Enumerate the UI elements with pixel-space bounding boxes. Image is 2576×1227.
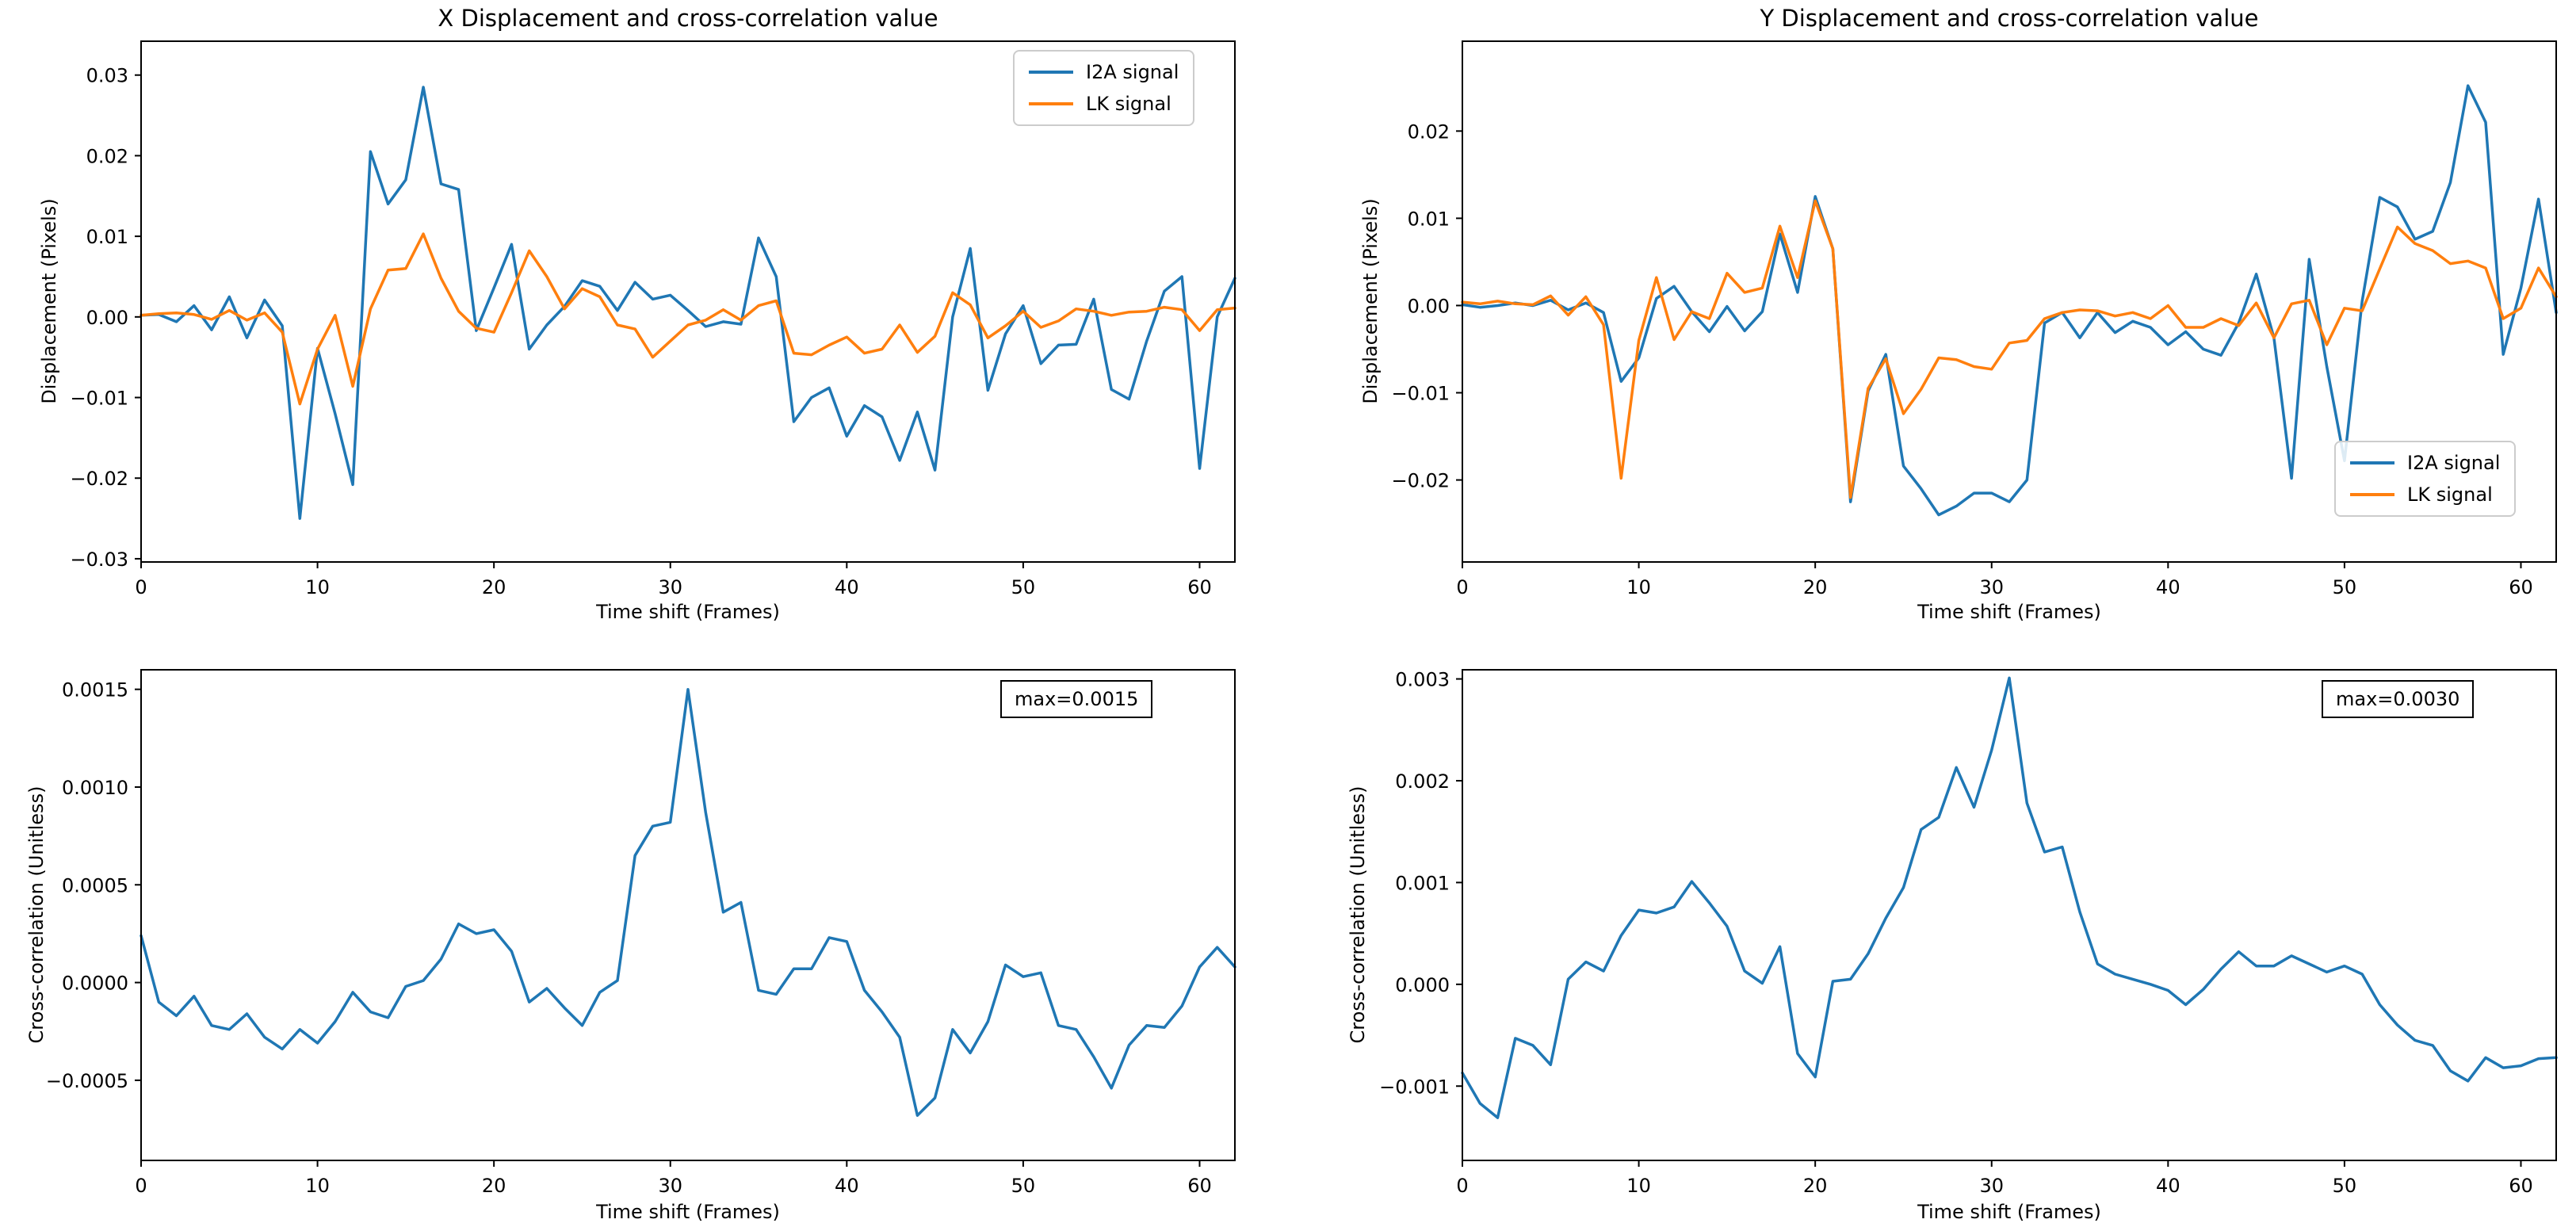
axes-spines	[140, 40, 1236, 563]
x-tick-label: 0	[135, 1175, 147, 1197]
x-tick-label: 30	[658, 1175, 682, 1197]
y-tick-label: −0.001	[1379, 1076, 1450, 1098]
top-right-y-axis-label: Displacement (Pixels)	[1359, 198, 1382, 404]
x-tick-label: 20	[1803, 576, 1828, 598]
y-tick-label: 0.000	[1395, 974, 1450, 996]
legend-item-lk: LK signal	[1029, 93, 1179, 115]
x-tick-label: 60	[1187, 576, 1212, 598]
max-value-annotation-left: max=0.0015	[1000, 680, 1153, 718]
y-tick-label: −0.02	[1391, 470, 1450, 492]
x-tick-label: 0	[135, 576, 147, 598]
legend-label-i2a: I2A signal	[2407, 452, 2501, 474]
axes-spines	[140, 669, 1236, 1161]
y-tick-label: 0.0010	[62, 777, 128, 799]
series-line-i2a-signal	[140, 86, 1236, 520]
i2a-line-swatch	[2350, 461, 2394, 464]
y-tick-label: 0.0000	[62, 973, 128, 995]
x-tick-label: 60	[2509, 576, 2533, 598]
legend-label-lk: LK signal	[2407, 484, 2493, 506]
bottom-left-x-axis-label: Time shift (Frames)	[596, 1201, 780, 1223]
y-tick-label: −0.01	[1391, 383, 1450, 405]
x-tick-label: 60	[2509, 1175, 2533, 1197]
x-tick-label: 50	[2333, 576, 2357, 598]
x-tick-label: 50	[1011, 576, 1036, 598]
y-tick-label: 0.02	[1408, 120, 1450, 143]
x-tick-label: 30	[1979, 1175, 2004, 1197]
x-tick-label: 10	[305, 1175, 330, 1197]
y-tick-label: 0.01	[86, 226, 128, 248]
i2a-line-swatch	[1029, 71, 1073, 74]
legend-label-lk: LK signal	[1086, 93, 1171, 115]
top-right-x-axis-label: Time shift (Frames)	[1917, 601, 2101, 623]
y-tick-label: 0.0005	[62, 874, 128, 896]
series-line-i2a-signal	[1461, 84, 2558, 517]
x-tick-label: 10	[305, 576, 330, 598]
x-tick-label: 10	[1626, 1175, 1651, 1197]
y-tick-label: 0.00	[1408, 295, 1450, 317]
lk-line-swatch	[1029, 102, 1073, 105]
axes-spines	[1462, 669, 2557, 1161]
right-chart-title: Y Displacement and cross-correlation val…	[1760, 5, 2259, 32]
top-left-legend: I2A signal LK signal	[1013, 50, 1195, 126]
legend-item-i2a: I2A signal	[1029, 61, 1179, 83]
x-tick-label: 50	[2333, 1175, 2357, 1197]
y-tick-label: 0.003	[1395, 669, 1450, 691]
x-tick-label: 0	[1456, 576, 1468, 598]
y-tick-label: −0.0005	[46, 1070, 128, 1092]
top-right-legend: I2A signal LK signal	[2334, 441, 2517, 517]
x-tick-label: 40	[835, 1175, 859, 1197]
y-tick-label: 0.01	[1408, 208, 1450, 230]
x-tick-label: 20	[482, 1175, 506, 1197]
x-tick-label: 40	[2156, 576, 2180, 598]
x-tick-label: 40	[835, 576, 859, 598]
x-tick-label: 20	[482, 576, 506, 598]
top-left-x-axis-label: Time shift (Frames)	[596, 601, 780, 623]
y-tick-label: −0.02	[70, 468, 128, 490]
max-value-annotation-right: max=0.0030	[2322, 680, 2475, 718]
axes-spines	[1462, 40, 2557, 563]
x-tick-label: 40	[2156, 1175, 2180, 1197]
y-tick-label: 0.0015	[62, 679, 128, 701]
y-tick-label: 0.001	[1395, 872, 1450, 894]
series-line-cross-correlation	[140, 687, 1236, 1118]
y-tick-label: −0.03	[70, 549, 128, 571]
y-tick-label: 0.00	[86, 307, 128, 329]
x-tick-label: 50	[1011, 1175, 1036, 1197]
left-chart-title: X Displacement and cross-correlation val…	[438, 5, 938, 32]
bottom-left-y-axis-label: Cross-correlation (Unitless)	[25, 786, 48, 1044]
series-line-lk-signal	[1461, 199, 2558, 499]
legend-item-i2a: I2A signal	[2350, 452, 2500, 474]
x-tick-label: 30	[1979, 576, 2004, 598]
bottom-right-x-axis-label: Time shift (Frames)	[1917, 1201, 2101, 1223]
lk-line-swatch	[2350, 493, 2394, 496]
series-line-lk-signal	[140, 232, 1236, 406]
series-line-cross-correlation	[1461, 676, 2558, 1119]
y-tick-label: 0.002	[1395, 770, 1450, 793]
legend-label-i2a: I2A signal	[1086, 61, 1179, 83]
x-tick-label: 30	[658, 576, 682, 598]
x-tick-label: 20	[1803, 1175, 1828, 1197]
x-tick-label: 60	[1187, 1175, 1212, 1197]
y-tick-label: 0.02	[86, 145, 128, 167]
x-tick-label: 0	[1456, 1175, 1468, 1197]
y-tick-label: 0.03	[86, 65, 128, 87]
y-tick-label: −0.01	[70, 388, 128, 410]
top-left-y-axis-label: Displacement (Pixels)	[38, 198, 60, 404]
bottom-right-y-axis-label: Cross-correlation (Unitless)	[1347, 786, 1369, 1044]
legend-item-lk: LK signal	[2350, 484, 2500, 506]
x-tick-label: 10	[1626, 576, 1651, 598]
